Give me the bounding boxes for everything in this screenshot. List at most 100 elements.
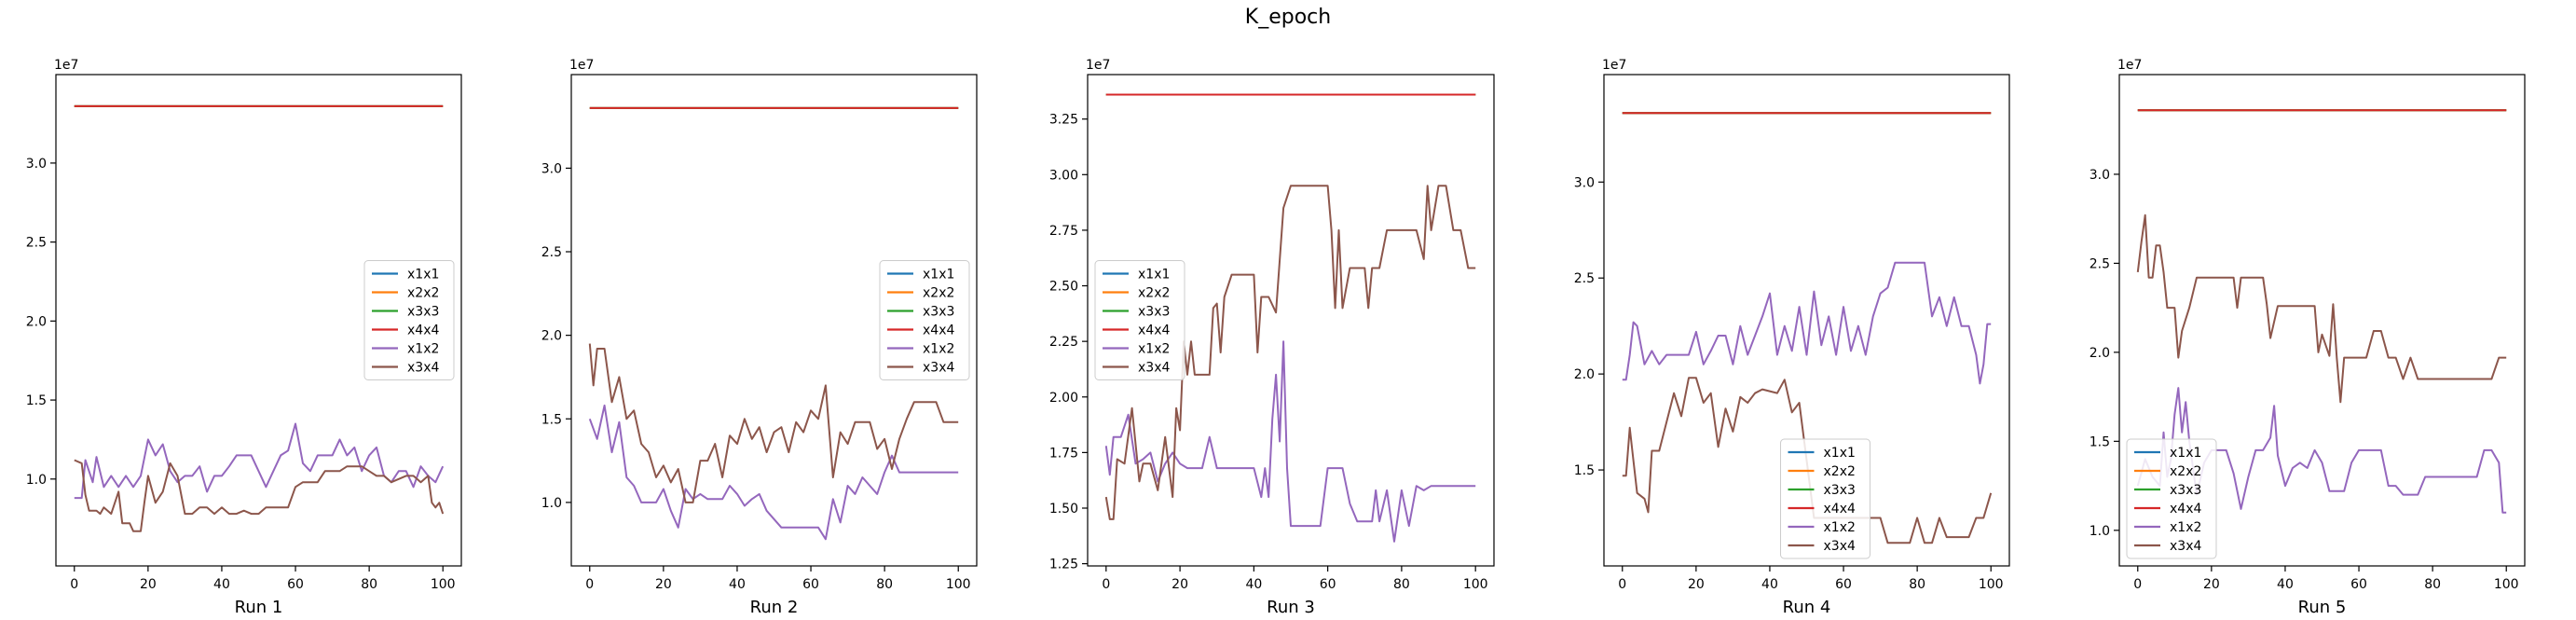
x-tick-label: 100 (431, 577, 456, 592)
y-tick-label: 3.0 (1574, 175, 1595, 190)
subplot-run-4: 0 20 40 60 80 100 1.5 2.0 2.5 3.0 1e7 Run 4 x1x1 x2x2… (1574, 58, 2010, 617)
y-tick-label: 2.25 (1049, 335, 1078, 350)
x-tick-label: 20 (140, 577, 157, 592)
x-tick-label: 80 (876, 577, 893, 592)
y-tick-label: 3.0 (26, 157, 47, 172)
series-line-x1x2 (1622, 261, 1992, 385)
x-axis-label: Run 4 (1783, 598, 1831, 617)
legend-box (2126, 438, 2217, 559)
axes-frame (55, 74, 462, 567)
legend-box (1780, 438, 1870, 559)
legend: x1x1 x2x2 x3x3 x4x4 x1x2 x3x4 (2126, 438, 2217, 559)
x-tick-label: 40 (729, 577, 746, 592)
series-group (74, 104, 445, 532)
series-line-x1x2 (588, 404, 959, 541)
legend-label-x2x2: x2x2 (1138, 286, 1170, 301)
legend-label-x1x1: x1x1 (2170, 446, 2201, 461)
legend-label-x1x2: x1x2 (2170, 520, 2201, 535)
legend-label-x3x3: x3x3 (2170, 483, 2201, 498)
legend-label-x2x2: x2x2 (2170, 464, 2201, 479)
legend: x1x1 x2x2 x3x3 x4x4 x1x2 x3x4 (1094, 260, 1185, 380)
x-tick-label: 0 (70, 577, 78, 592)
series-line-x1x2 (1104, 340, 1476, 543)
legend-label-x3x4: x3x4 (2170, 539, 2201, 554)
series-line-x3x4 (1104, 185, 1476, 520)
legend-label-x1x1: x1x1 (1138, 268, 1170, 282)
x-tick-label: 60 (1835, 577, 1852, 592)
x-axis-label: Run 3 (1267, 598, 1315, 617)
x-tick-label: 80 (1393, 577, 1410, 592)
series-line-x3x4 (588, 343, 959, 503)
y-tick-label: 1.75 (1049, 446, 1078, 461)
y-tick-label: 3.25 (1049, 113, 1078, 128)
y-tick-label: 1.50 (1049, 502, 1078, 517)
y-tick-label: 2.0 (1574, 367, 1595, 382)
legend-label-x2x2: x2x2 (407, 286, 439, 301)
y-tick-label: 1.5 (541, 412, 562, 427)
y-tick-label: 1.0 (26, 473, 47, 488)
legend-label-x1x2: x1x2 (1824, 520, 1856, 535)
x-tick-label: 0 (1618, 577, 1626, 592)
legend-label-x1x2: x1x2 (923, 342, 954, 357)
figure-title: K_epoch (1244, 6, 1332, 29)
y-tick-label: 1.5 (26, 393, 47, 408)
axes-frame (1087, 74, 1495, 567)
y-offset-text: 1e7 (569, 58, 594, 73)
legend-label-x4x4: x4x4 (2170, 502, 2201, 517)
x-tick-label: 80 (361, 577, 377, 592)
y-tick-label: 2.0 (541, 329, 562, 344)
y-tick-label: 1.5 (2090, 434, 2110, 449)
x-tick-label: 60 (2350, 577, 2367, 592)
x-tick-label: 0 (2133, 577, 2142, 592)
legend-label-x3x3: x3x3 (1824, 483, 1856, 498)
y-tick-label: 2.5 (1574, 271, 1595, 286)
legend: x1x1 x2x2 x3x3 x4x4 x1x2 x3x4 (363, 260, 455, 380)
y-tick-label: 1.0 (541, 496, 562, 511)
x-tick-label: 40 (1245, 577, 1262, 592)
y-tick-label: 2.0 (26, 314, 47, 329)
legend-label-x1x1: x1x1 (923, 268, 954, 282)
legend: x1x1 x2x2 x3x3 x4x4 x1x2 x3x4 (1780, 438, 1870, 559)
y-tick-label: 1.0 (2090, 524, 2110, 539)
axes-frame (1603, 74, 2010, 567)
x-tick-label: 40 (1761, 577, 1778, 592)
legend-label-x3x4: x3x4 (407, 361, 439, 376)
x-tick-label: 100 (1463, 577, 1488, 592)
y-tick-label: 2.50 (1049, 280, 1078, 295)
y-tick-label: 1.5 (1574, 463, 1595, 478)
legend-label-x1x2: x1x2 (407, 342, 439, 357)
legend-label-x1x1: x1x1 (407, 268, 439, 282)
x-tick-label: 20 (1172, 577, 1188, 592)
y-offset-text: 1e7 (54, 58, 78, 73)
y-offset-text: 1e7 (2117, 58, 2142, 73)
legend-label-x1x2: x1x2 (1138, 342, 1170, 357)
legend-label-x3x3: x3x3 (1138, 305, 1170, 320)
legend-label-x3x4: x3x4 (1138, 361, 1170, 376)
x-axis-label: Run 5 (2298, 598, 2347, 617)
y-tick-label: 3.0 (541, 161, 562, 176)
x-tick-label: 60 (802, 577, 819, 592)
x-tick-label: 100 (1979, 577, 2004, 592)
legend-label-x3x3: x3x3 (407, 305, 439, 320)
subplot-run-3: 0 20 40 60 80 100 1.25 1.50 1.75 2.00 2.25 2.50 2.75… (1049, 58, 1495, 617)
legend-label-x3x3: x3x3 (923, 305, 954, 320)
legend-label-x4x4: x4x4 (407, 324, 439, 338)
y-tick-label: 3.0 (2090, 168, 2110, 183)
x-tick-label: 20 (1688, 577, 1705, 592)
x-tick-label: 0 (585, 577, 594, 592)
y-tick-label: 2.5 (26, 236, 47, 251)
series-line-x3x4 (74, 459, 445, 532)
x-axis-label: Run 2 (750, 598, 799, 617)
x-tick-label: 40 (213, 577, 230, 592)
legend-box (879, 260, 970, 380)
x-tick-label: 100 (946, 577, 971, 592)
series-group (1104, 93, 1476, 543)
legend-label-x4x4: x4x4 (1824, 502, 1856, 517)
legend-label-x4x4: x4x4 (923, 324, 954, 338)
legend-label-x3x4: x3x4 (1824, 539, 1856, 554)
y-offset-text: 1e7 (1086, 58, 1110, 73)
legend-label-x2x2: x2x2 (923, 286, 954, 301)
